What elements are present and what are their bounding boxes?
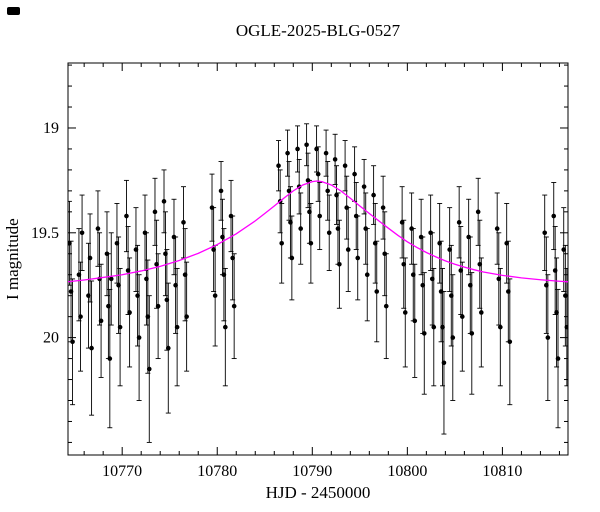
- data-point: [441, 360, 447, 366]
- data-point: [371, 192, 376, 198]
- data-point: [314, 146, 319, 152]
- data-point: [161, 199, 167, 204]
- data-point: [469, 331, 475, 336]
- data-point: [402, 310, 408, 315]
- data-point: [332, 157, 338, 162]
- x-tick-label: 10790: [292, 463, 332, 480]
- data-point: [326, 230, 332, 236]
- data-point: [308, 240, 314, 246]
- data-point: [459, 314, 465, 319]
- data-point: [325, 188, 330, 194]
- data-point: [152, 209, 158, 215]
- data-point: [337, 261, 342, 267]
- data-point: [136, 335, 142, 340]
- data-point: [98, 318, 104, 324]
- data-point: [545, 335, 551, 340]
- data-point: [165, 345, 171, 351]
- data-point: [412, 318, 418, 324]
- x-axis-label: HJD - 2450000: [265, 483, 371, 502]
- data-point: [79, 230, 85, 236]
- data-point: [295, 146, 300, 152]
- data-point: [304, 142, 309, 148]
- data-point: [399, 220, 405, 225]
- data-point: [383, 303, 389, 309]
- data-point: [561, 247, 567, 252]
- data-point: [431, 324, 437, 330]
- data-point: [114, 240, 120, 246]
- data-point: [564, 324, 568, 330]
- data-point: [555, 356, 561, 361]
- data-point: [117, 324, 123, 330]
- x-tick-label: 10780: [197, 463, 237, 480]
- data-point: [345, 247, 351, 252]
- data-point: [174, 324, 180, 330]
- axis-frame: [67, 62, 569, 456]
- data-point: [276, 163, 281, 169]
- data-point: [133, 247, 139, 252]
- data-point: [355, 255, 361, 261]
- data-point: [76, 272, 82, 278]
- data-point: [421, 331, 427, 336]
- screenshot-artifact: [7, 7, 20, 15]
- data-point: [315, 171, 321, 177]
- data-point: [124, 213, 129, 219]
- y-tick-label: 20: [43, 330, 59, 347]
- data-point: [447, 247, 452, 252]
- x-tick-label: 10770: [102, 463, 142, 480]
- data-point: [450, 335, 456, 340]
- data-point: [542, 230, 548, 236]
- data-point: [86, 293, 91, 298]
- data-point: [494, 226, 500, 231]
- plot-title: OGLE-2025-BLG-0527: [235, 21, 401, 40]
- data-point: [551, 213, 557, 219]
- data-point: [70, 339, 75, 345]
- data-point: [361, 184, 367, 189]
- data-point: [181, 220, 186, 225]
- data-point: [107, 356, 113, 361]
- data-point: [498, 324, 503, 330]
- data-point: [456, 220, 462, 225]
- data-point: [212, 293, 218, 298]
- data-point: [155, 303, 161, 309]
- data-point: [78, 314, 83, 319]
- data-point: [364, 272, 370, 278]
- data-point: [374, 289, 380, 294]
- data-point: [285, 150, 290, 156]
- data-point: [504, 240, 509, 246]
- data-point: [146, 366, 152, 372]
- data-point: [223, 324, 228, 330]
- data-point: [218, 188, 224, 194]
- data-point: [475, 209, 481, 215]
- data-point: [352, 171, 357, 177]
- y-tick-label: 19: [43, 120, 59, 137]
- data-point: [289, 255, 295, 261]
- data-point: [323, 150, 329, 156]
- x-tick-label: 10810: [482, 463, 522, 480]
- data-point: [479, 310, 484, 315]
- data-point: [89, 345, 94, 351]
- data-point: [87, 255, 93, 261]
- data-point: [184, 314, 189, 319]
- data-point: [95, 226, 101, 231]
- data-point: [507, 339, 513, 345]
- data-point: [108, 276, 114, 282]
- data-point: [298, 226, 303, 231]
- data-point: [279, 240, 284, 246]
- data-point: [317, 213, 323, 219]
- data-point: [380, 205, 386, 210]
- data-layer: [68, 123, 568, 443]
- data-point: [342, 163, 348, 169]
- y-tick-label: 19.5: [31, 225, 59, 242]
- data-point: [231, 303, 237, 309]
- data-point: [127, 310, 132, 315]
- x-tick-label: 10800: [387, 463, 427, 480]
- model-curve: [68, 180, 568, 283]
